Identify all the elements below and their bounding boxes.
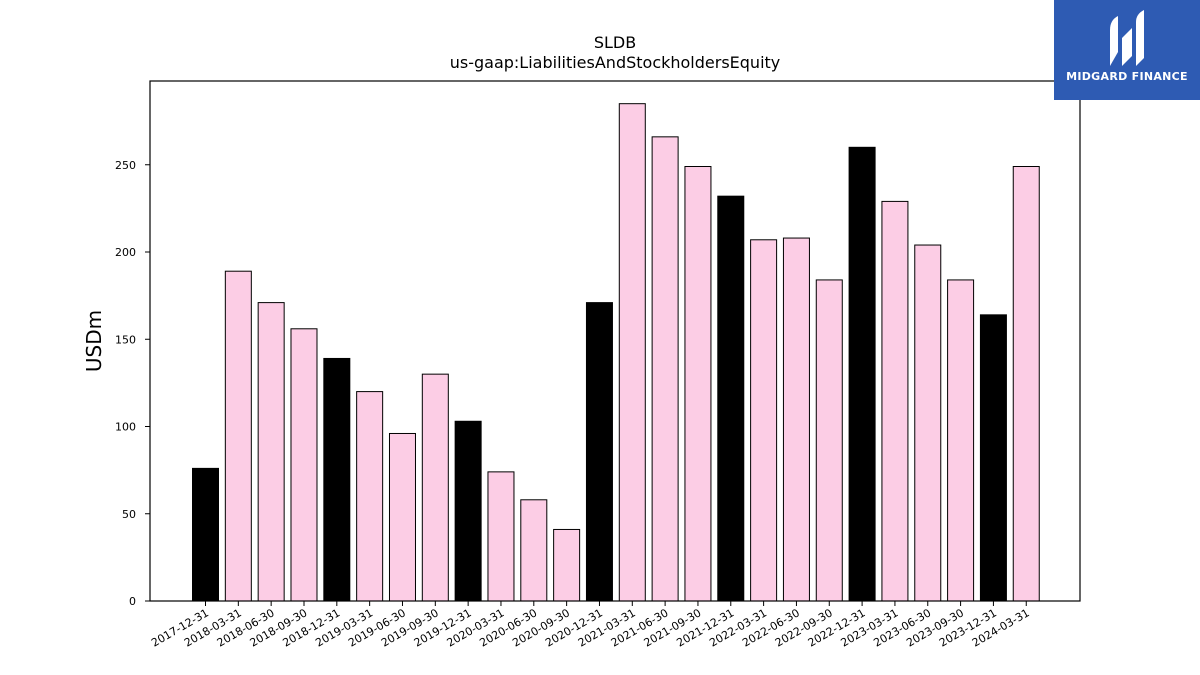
plot-frame <box>149 80 1081 602</box>
chart-subtitle: us-gaap:LiabilitiesAndStockholdersEquity <box>450 53 781 72</box>
bar-2024-03-31 <box>1012 166 1040 602</box>
bar-2018-12-31 <box>323 357 351 602</box>
bar-2021-03-31 <box>618 103 646 602</box>
bar-2021-09-30 <box>684 166 712 602</box>
bar-2021-06-30 <box>651 136 679 602</box>
bar-2020-06-30 <box>520 499 548 602</box>
y-tick-label: 50 <box>122 508 136 521</box>
bars-group <box>192 103 1040 602</box>
bar-2017-12-31 <box>192 467 219 602</box>
bar-2018-09-30 <box>290 328 318 602</box>
bar-2019-09-30 <box>421 373 449 602</box>
y-tick-label: 200 <box>115 246 136 259</box>
chart-title: SLDB <box>594 33 636 52</box>
bar-2020-09-30 <box>553 528 581 602</box>
y-tick-label: 150 <box>115 333 136 346</box>
bar-2019-06-30 <box>388 432 416 602</box>
midgard-finance-logo: MIDGARD FINANCE <box>1054 0 1200 100</box>
bar-2022-09-30 <box>815 279 843 602</box>
logo-text: MIDGARD FINANCE <box>1066 70 1188 83</box>
bar-2023-09-30 <box>947 279 975 602</box>
bar-2023-12-31 <box>979 314 1007 602</box>
y-tick-label: 0 <box>129 595 136 608</box>
y-axis: 0 50 100 150 200 250 <box>115 159 150 608</box>
bar-2019-03-31 <box>356 391 384 602</box>
bar-2018-06-30 <box>257 302 285 602</box>
bar-2022-12-31 <box>848 146 876 602</box>
bar-2022-03-31 <box>750 239 778 602</box>
bar-2020-03-31 <box>487 471 515 602</box>
bar-2021-12-31 <box>717 195 745 602</box>
bar-2018-03-31 <box>224 270 252 602</box>
midgard-logo-icon <box>1110 10 1144 66</box>
bar-2019-12-31 <box>454 420 482 602</box>
y-tick-label: 250 <box>115 159 136 172</box>
y-axis-label: USDm <box>82 310 106 372</box>
y-tick-label: 100 <box>115 421 136 434</box>
bar-2023-03-31 <box>881 200 909 602</box>
bar-2020-12-31 <box>585 302 613 602</box>
bar-2023-06-30 <box>914 244 942 602</box>
bar-2022-06-30 <box>782 237 810 602</box>
x-axis: 2017-12-312018-03-312018-06-302018-09-30… <box>149 601 1032 650</box>
